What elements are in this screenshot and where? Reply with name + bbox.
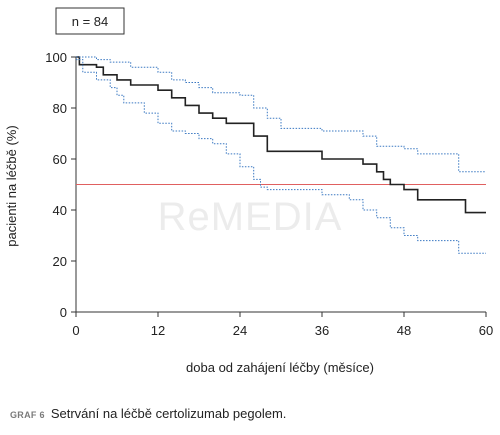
x-tick-label: 60 (479, 323, 493, 338)
y-tick-label: 60 (53, 152, 67, 167)
y-tick-label: 20 (53, 254, 67, 269)
y-tick-label: 80 (53, 101, 67, 116)
caption-label: GRAF 6 (10, 410, 45, 420)
x-tick-label: 24 (233, 323, 247, 338)
x-tick-label: 36 (315, 323, 329, 338)
series-line-estimate (76, 56, 486, 214)
x-tick-label: 0 (72, 323, 79, 338)
axes: 0 20 40 60 80 100 0 12 24 36 48 60 (45, 50, 493, 338)
x-tick-label: 12 (151, 323, 165, 338)
x-axis-label: doba od zahájení léčby (měsíce) (186, 360, 374, 375)
watermark-remedia: ReMEDIA (158, 195, 343, 239)
y-axis-label: pacienti na léčbě (%) (4, 125, 19, 246)
series-lines (76, 56, 486, 254)
x-tick-label: 48 (397, 323, 411, 338)
series-line-ci-lower (76, 59, 486, 254)
y-tick-label: 100 (45, 50, 67, 65)
survival-chart: ReMEDIA n = 84 0 20 40 60 80 100 0 12 24 36 48 60 d… (4, 7, 493, 375)
annotation-n: n = 84 (72, 14, 109, 29)
y-tick-label: 40 (53, 203, 67, 218)
series-line-ci-upper (76, 56, 486, 173)
annotation-box (55, 7, 125, 35)
figure-caption: GRAF 6 Setrvání na léčbě certolizumab peg… (10, 406, 286, 421)
y-tick-label: 0 (60, 305, 67, 320)
caption-text: Setrvání na léčbě certolizumab pegolem. (50, 406, 287, 421)
